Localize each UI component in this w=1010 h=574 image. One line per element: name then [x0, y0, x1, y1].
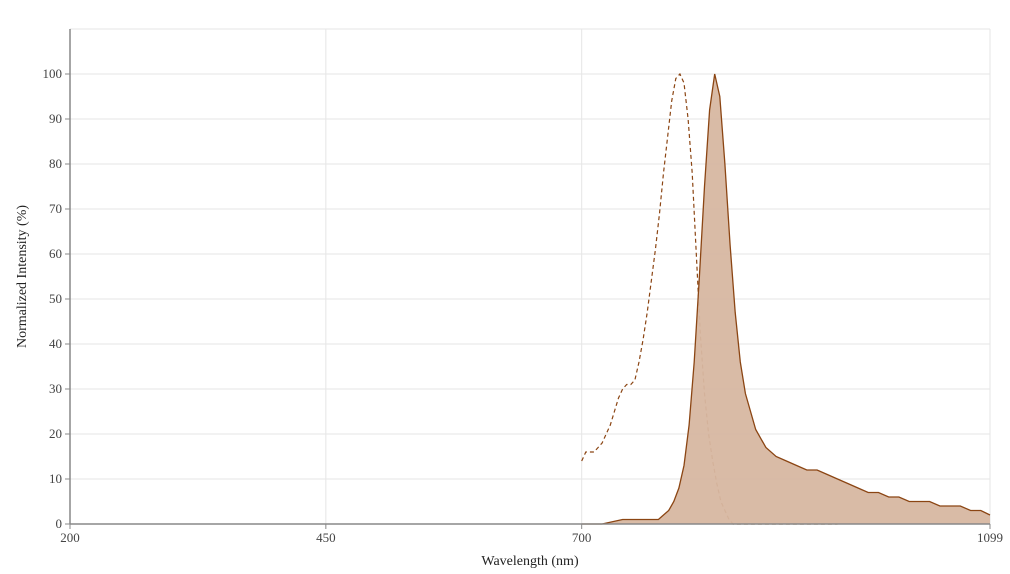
- x-tick-label: 700: [572, 530, 592, 545]
- y-tick-label: 30: [49, 381, 62, 396]
- x-tick-label: 200: [60, 530, 80, 545]
- y-tick-label: 10: [49, 471, 62, 486]
- plot-background: [70, 29, 990, 524]
- grid-lines: [70, 28, 991, 524]
- x-tick-label: 450: [316, 530, 336, 545]
- y-tick-label: 90: [49, 111, 62, 126]
- y-tick-label: 0: [56, 516, 63, 531]
- emission-line: [581, 73, 991, 525]
- y-tick-label: 80: [49, 156, 62, 171]
- y-tick-label: 40: [49, 336, 62, 351]
- y-tick-label: 20: [49, 426, 62, 441]
- y-axis-title: Normalized Intensity (%): [15, 205, 30, 348]
- excitation-dashed-line: [581, 72, 838, 525]
- y-tick-label: 70: [49, 201, 62, 216]
- y-tick-label: 60: [49, 246, 62, 261]
- y-tick-label: 100: [43, 66, 63, 81]
- axes: [65, 29, 991, 529]
- series-layer: [581, 72, 991, 525]
- x-tick-label: 1099: [977, 530, 1003, 545]
- tick-labels: 0 10 20 30 40 50 60 70 80 90 100 200 450 700 1099: [43, 66, 1004, 545]
- y-tick-label: 50: [49, 291, 62, 306]
- x-axis-title: Wavelength (nm): [481, 554, 579, 569]
